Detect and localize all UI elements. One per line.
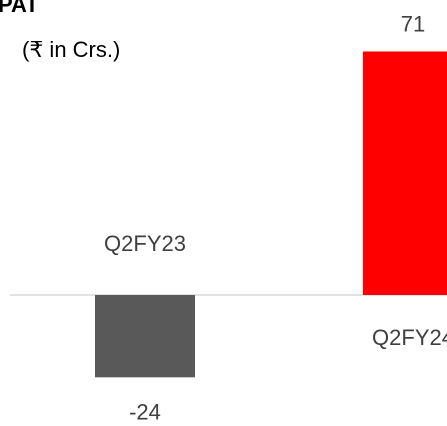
category-label: Q2FY24 [372, 325, 447, 350]
chart-subtitle: (₹ in Crs.) [22, 37, 120, 62]
bar [363, 51, 447, 295]
value-label: 71 [401, 11, 425, 36]
category-label: Q2FY23 [104, 231, 186, 256]
chart-title: PAT [0, 0, 39, 17]
value-label: -24 [129, 399, 161, 424]
bar [95, 295, 195, 378]
